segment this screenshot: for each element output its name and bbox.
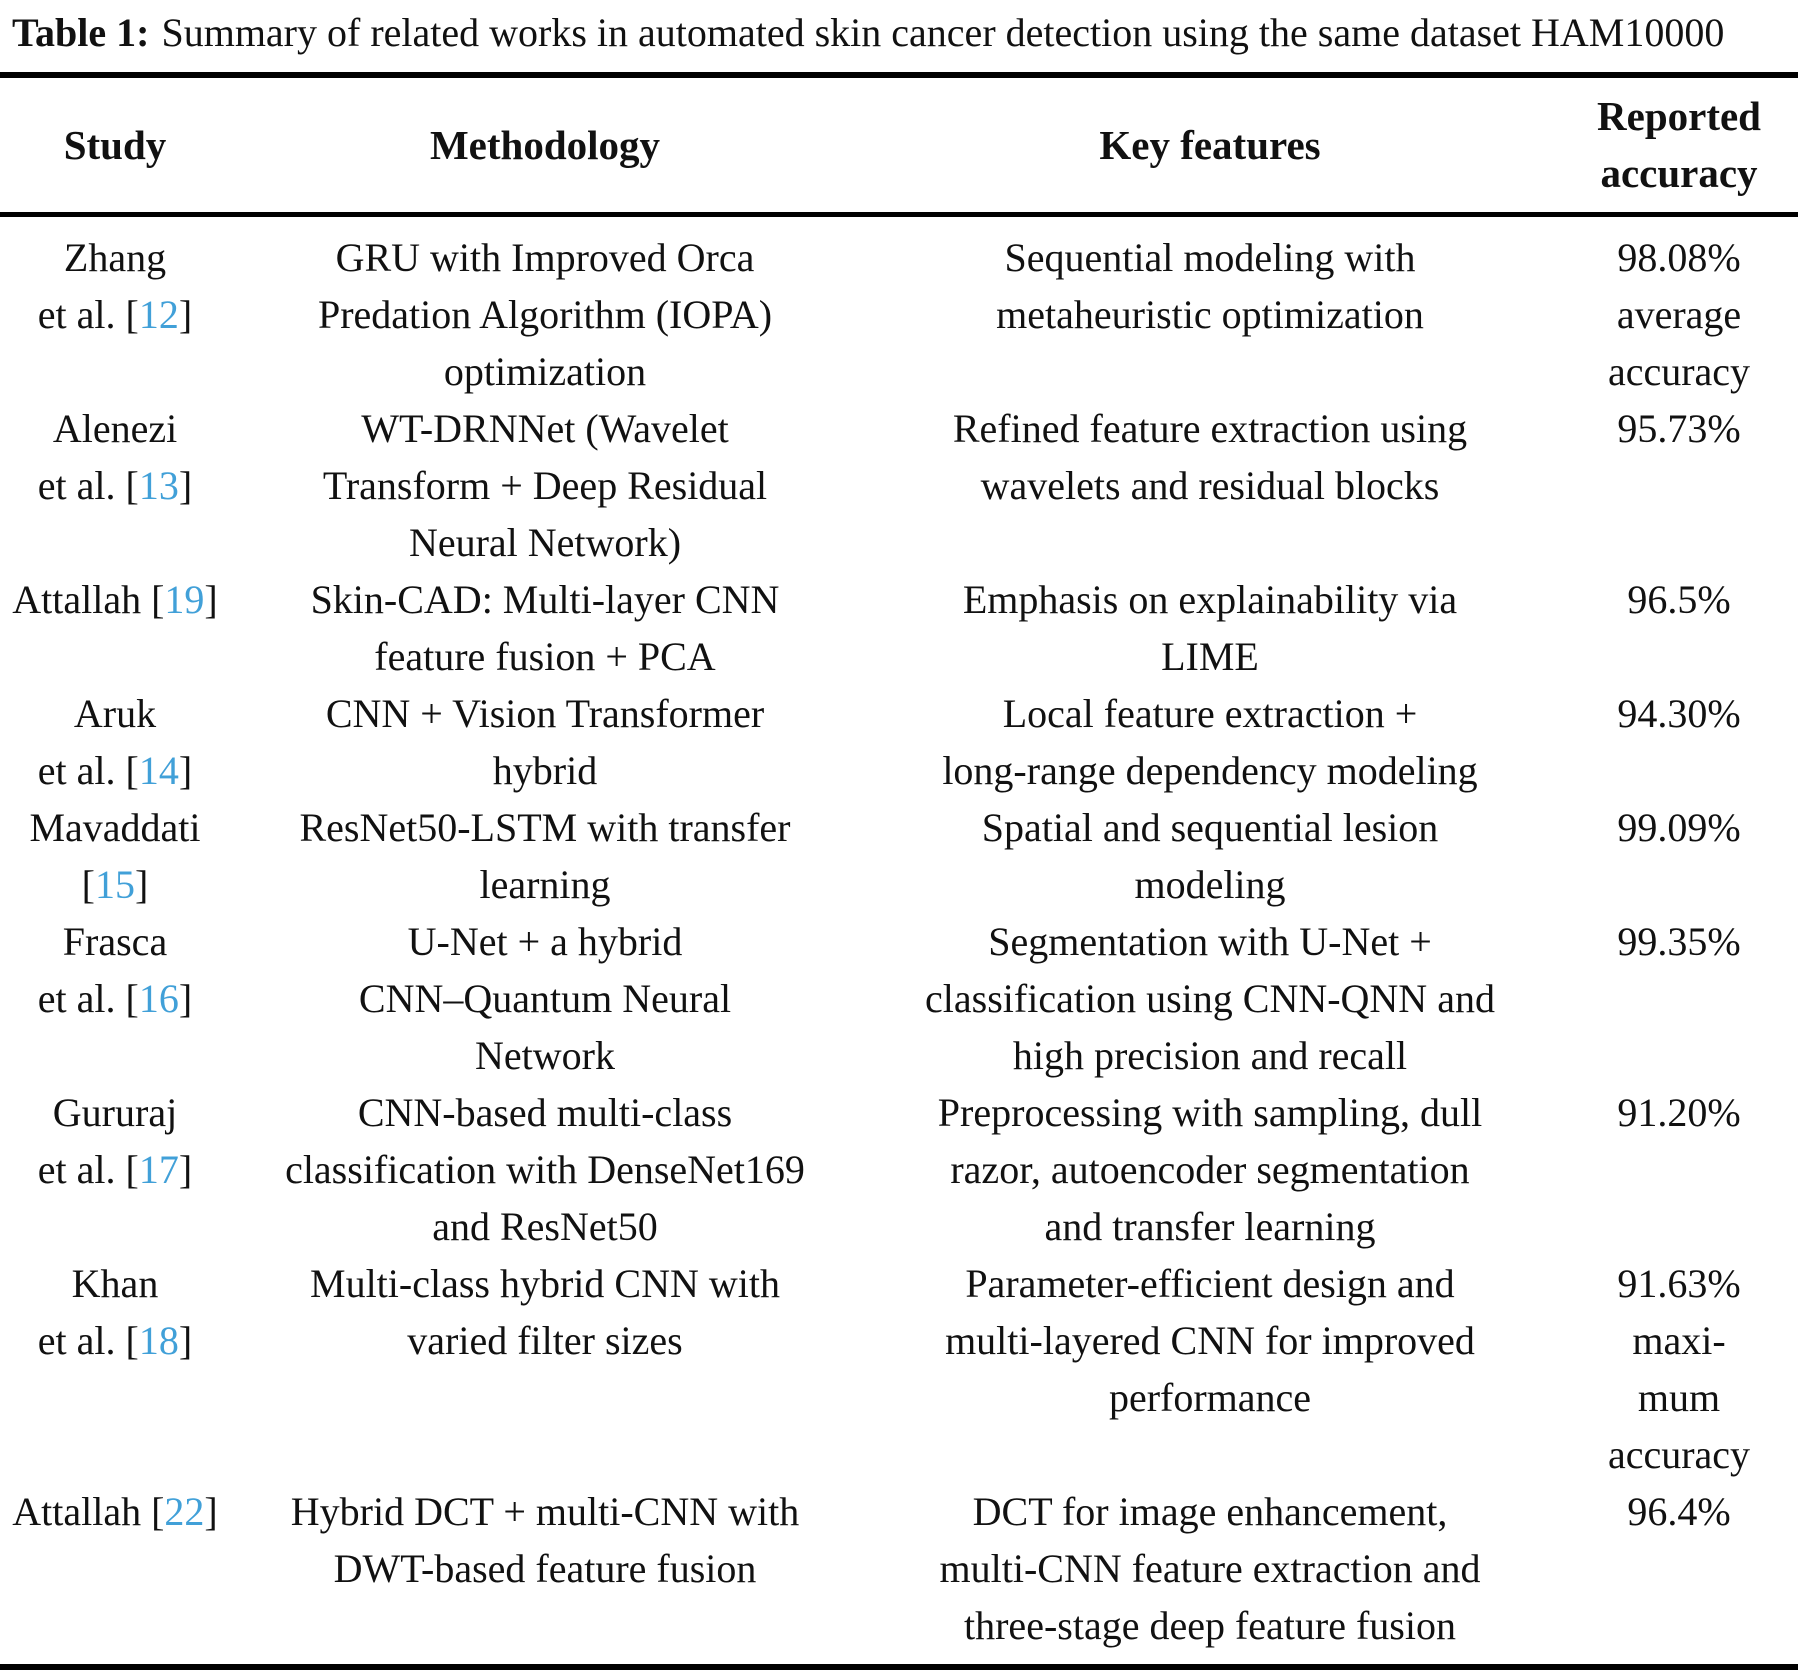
citation-link[interactable]: 16 <box>138 976 179 1021</box>
citation-link[interactable]: 15 <box>95 862 135 907</box>
key-features-cell: Parameter-efficient design and multi-laye… <box>945 1261 1475 1420</box>
study-cell: Aruk et al. [14] <box>37 691 193 793</box>
study-cell: Khan et al. [18] <box>37 1261 193 1363</box>
accuracy-cell: 94.30% <box>1617 691 1741 736</box>
study-cell: Attallah [22] <box>12 1489 218 1534</box>
citation-link[interactable]: 17 <box>138 1147 179 1192</box>
citation-link[interactable]: 12 <box>138 292 179 337</box>
table-body: Zhang et al. [12] GRU with Improved Orca Pr… <box>0 215 1798 1668</box>
study-cell: Alenezi et al. [13] <box>37 406 193 508</box>
methodology-cell: GRU with Improved Orca Predation Algorith… <box>317 235 773 394</box>
accuracy-cell: 99.09% <box>1617 805 1741 850</box>
key-features-cell: Preprocessing with sampling, dull razor, … <box>937 1090 1483 1249</box>
accuracy-cell: 96.4% <box>1627 1489 1731 1534</box>
accuracy-cell: 95.73% <box>1617 406 1741 451</box>
study-cell: Gururaj et al. [17] <box>37 1090 193 1192</box>
column-header-methodology: Methodology <box>230 75 860 217</box>
table-row: Khan et al. [18] Multi-class hybrid CNN wi… <box>0 1255 1798 1483</box>
table-caption-text: Summary of related works in automated sk… <box>161 10 1725 55</box>
citation-link[interactable]: 19 <box>164 577 205 622</box>
citation-link[interactable]: 22 <box>164 1489 205 1534</box>
methodology-cell: WT-DRNNet (Wavelet Transform + Deep Resid… <box>322 406 768 565</box>
methodology-cell: ResNet50-LSTM with transfer learning <box>299 805 791 907</box>
header-row: Study Methodology Key features Reported accu… <box>0 75 1798 217</box>
column-header-study: Study <box>0 75 230 217</box>
column-header-reported-accuracy: Reported accuracy <box>1560 75 1798 217</box>
key-features-cell: Spatial and sequential lesion modeling <box>981 805 1439 907</box>
key-features-cell: Emphasis on explainability via LIME <box>962 577 1458 679</box>
accuracy-cell: 99.35% <box>1617 919 1741 964</box>
methodology-cell: Multi-class hybrid CNN with varied filter… <box>310 1261 780 1363</box>
table-row: Attallah [19] Skin-CAD: Multi-layer CNN fe… <box>0 571 1798 685</box>
related-works-table: Study Methodology Key features Reported accu… <box>0 72 1798 1670</box>
methodology-cell: Skin-CAD: Multi-layer CNN feature fusion … <box>310 577 780 679</box>
table-caption: Table 1: Summary of related works in auto… <box>0 0 1798 60</box>
methodology-cell: Hybrid DCT + multi-CNN with DWT-based fea… <box>290 1489 800 1591</box>
key-features-cell: Refined feature extraction using wavelets… <box>952 406 1468 508</box>
accuracy-cell: 96.5% <box>1627 577 1731 622</box>
table-row: Zhang et al. [12] GRU with Improved Orca Pr… <box>0 215 1798 401</box>
citation-link[interactable]: 13 <box>138 463 179 508</box>
table-row: Gururaj et al. [17] CNN-based multi-class c… <box>0 1084 1798 1255</box>
study-cell: Attallah [19] <box>12 577 218 622</box>
methodology-cell: CNN + Vision Transformer hybrid <box>325 691 765 793</box>
table-row: Aruk et al. [14] CNN + Vision Transformer h… <box>0 685 1798 799</box>
methodology-cell: U-Net + a hybrid CNN–Quantum Neural Networ… <box>358 919 732 1078</box>
table-header: Study Methodology Key features Reported accu… <box>0 75 1798 217</box>
methodology-cell: CNN-based multi-class classification with… <box>285 1090 805 1249</box>
table-row: Frasca et al. [16] U-Net + a hybrid CNN–Qua… <box>0 913 1798 1084</box>
accuracy-cell: 91.20% <box>1617 1090 1741 1135</box>
table-row: Attallah [22] Hybrid DCT + multi-CNN with… <box>0 1483 1798 1667</box>
citation-link[interactable]: 14 <box>138 748 179 793</box>
study-cell: Zhang et al. [12] <box>37 235 193 337</box>
column-header-key-features: Key features <box>860 75 1560 217</box>
key-features-cell: Local feature extraction + long-range dep… <box>942 691 1478 793</box>
study-cell: Mavaddati [15] <box>29 805 201 907</box>
accuracy-cell: 91.63% maxi-mum accuracy <box>1607 1261 1751 1477</box>
table-caption-label: Table 1: <box>12 10 150 55</box>
study-cell: Frasca et al. [16] <box>37 919 193 1021</box>
table-row: Alenezi et al. [13] WT-DRNNet (Wavelet Tran… <box>0 400 1798 571</box>
citation-link[interactable]: 18 <box>138 1318 179 1363</box>
key-features-cell: DCT for image enhancement, multi-CNN feat… <box>939 1489 1481 1648</box>
key-features-cell: Segmentation with U-Net + classification … <box>925 919 1495 1078</box>
key-features-cell: Sequential modeling with metaheuristic op… <box>996 235 1424 337</box>
table-row: Mavaddati [15] ResNet50-LSTM with transfer… <box>0 799 1798 913</box>
accuracy-cell: 98.08% average accuracy <box>1607 235 1751 394</box>
